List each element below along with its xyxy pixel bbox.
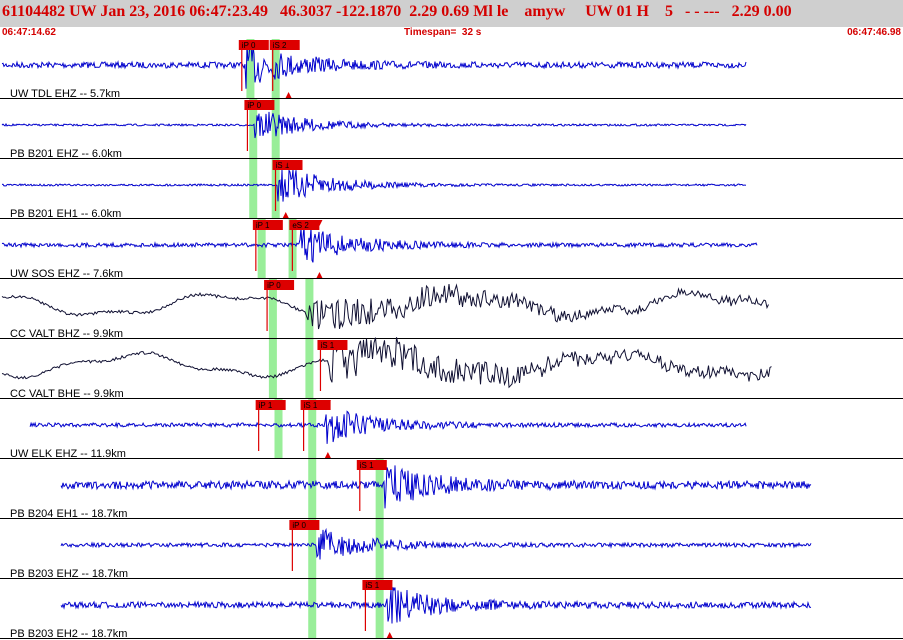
trace-station-label: PB B203 EH2 -- 18.7km xyxy=(10,628,127,640)
trace-station-label: PB B203 EHZ -- 18.7km xyxy=(10,568,128,580)
start-time-label: 06:47:14.62 xyxy=(2,27,56,38)
pick-label: iS 1 xyxy=(320,341,334,350)
p-window-shade xyxy=(246,39,255,99)
p-window-shade xyxy=(257,219,266,279)
pick-label: iP 0 xyxy=(247,101,261,110)
p-window-shade xyxy=(308,459,317,519)
waveform-trace xyxy=(1,168,747,202)
waveform-trace xyxy=(1,337,772,389)
arrival-arrow-top xyxy=(282,160,289,166)
waveform-trace xyxy=(29,410,747,444)
waveform-trace xyxy=(1,283,769,330)
pick-label: eS 2 xyxy=(292,221,309,230)
s-window-shade xyxy=(375,579,384,639)
arrival-arrow-top xyxy=(324,400,331,406)
s-window-shade xyxy=(305,339,314,399)
pick-flag xyxy=(252,220,283,230)
pick-flag xyxy=(269,40,300,50)
p-window-shade xyxy=(268,279,277,339)
waveform-trace xyxy=(60,465,812,509)
waveform-trace xyxy=(1,111,747,139)
trace-station-label: CC VALT BHZ -- 9.9km xyxy=(10,328,123,340)
trace-station-label: UW TDL EHZ -- 5.7km xyxy=(10,88,120,100)
pick-flag xyxy=(264,280,295,290)
end-time-label: 06:47:46.98 xyxy=(847,27,901,38)
p-window-shade xyxy=(308,579,317,639)
pick-flag xyxy=(356,460,387,470)
pick-label: iS 1 xyxy=(304,401,318,410)
p-window-shade xyxy=(249,99,258,159)
timespan-label: Timespan= 32 s xyxy=(404,27,482,38)
pick-flag xyxy=(362,580,393,590)
arrival-arrow-top xyxy=(285,40,292,46)
pick-label: iS 2 xyxy=(273,41,287,50)
pick-label: iS 1 xyxy=(360,461,374,470)
arrival-arrow-bottom xyxy=(324,452,331,458)
trace-station-label: UW ELK EHZ -- 11.9km xyxy=(10,448,126,460)
pick-label: iP 0 xyxy=(267,281,281,290)
pick-flag xyxy=(289,220,320,230)
arrival-arrow-top xyxy=(386,580,393,586)
event-summary-line: 61104482 UW Jan 23, 2016 06:47:23.49 46.… xyxy=(2,3,792,20)
event-header-bar: 61104482 UW Jan 23, 2016 06:47:23.49 46.… xyxy=(0,0,903,27)
pick-label: iP 1 xyxy=(256,221,270,230)
trace-station-label: CC VALT BHE -- 9.9km xyxy=(10,388,124,400)
p-window-shade xyxy=(274,399,283,459)
waveform-trace xyxy=(60,587,812,624)
pick-label: iS 1 xyxy=(365,581,379,590)
pick-flag xyxy=(238,40,269,50)
trace-station-label: PB B201 EHZ -- 6.0km xyxy=(10,148,122,160)
arrival-arrow-top xyxy=(316,220,323,226)
arrival-arrow-bottom xyxy=(282,212,289,218)
pick-flag xyxy=(317,340,348,350)
pick-flag xyxy=(255,400,286,410)
trace-station-label: UW SOS EHZ -- 7.6km xyxy=(10,268,123,280)
s-window-shade xyxy=(308,399,317,459)
pick-flag xyxy=(244,100,275,110)
seismogram-panel: iP 0 iS 2 UW TDL EHZ -- 5.7km iP 0 PB B201 E… xyxy=(0,39,903,640)
trace-station-label: PB B201 EH1 -- 6.0km xyxy=(10,208,121,220)
arrival-arrow-bottom xyxy=(316,272,323,278)
pick-flag xyxy=(272,160,303,170)
waveform-trace xyxy=(1,42,747,89)
s-window-shade xyxy=(375,459,384,519)
p-window-shade xyxy=(249,159,258,219)
pick-label: iP 0 xyxy=(242,41,256,50)
pick-flag xyxy=(300,400,331,410)
waveform-trace xyxy=(60,527,812,560)
trace-station-label: PB B204 EH1 -- 18.7km xyxy=(10,508,127,520)
pick-flag xyxy=(289,520,320,530)
pick-label: iP 1 xyxy=(259,401,273,410)
p-window-shade xyxy=(308,519,317,579)
pick-label: iP 0 xyxy=(292,521,306,530)
arrival-arrow-bottom xyxy=(386,632,393,638)
waveform-trace xyxy=(1,226,758,263)
s-window-shade xyxy=(375,519,384,579)
p-window-shade xyxy=(268,339,277,399)
arrival-arrow-bottom xyxy=(285,92,292,98)
pick-label: iS 1 xyxy=(276,161,290,170)
